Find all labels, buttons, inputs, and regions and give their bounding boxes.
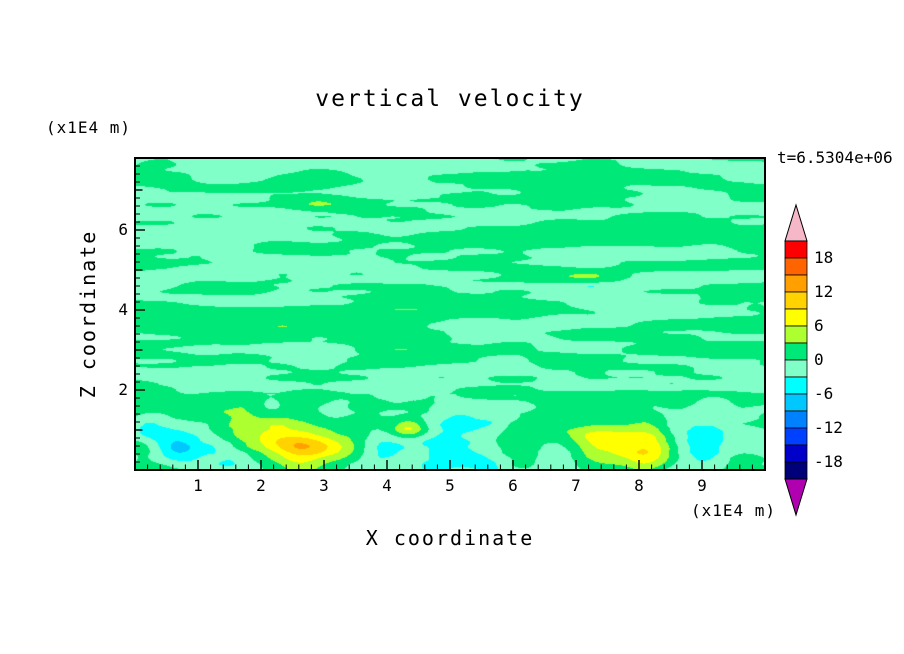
y-tick-label: 2 — [118, 380, 128, 399]
x-tick-label: 1 — [193, 476, 203, 495]
colorbar-tick-label: 6 — [814, 316, 824, 335]
colorbar-band — [784, 274, 808, 293]
colorbar-band — [784, 325, 808, 344]
x-tick-label: 2 — [256, 476, 266, 495]
x-tick-label: 3 — [319, 476, 329, 495]
colorbar-band — [784, 240, 808, 259]
colorbar-tick-label: -12 — [814, 418, 843, 437]
y-axis-title: Z coordinate — [76, 229, 100, 399]
colorbar-band — [784, 359, 808, 378]
colorbar-under-arrow — [784, 478, 808, 517]
colorbar-band — [784, 376, 808, 395]
colorbar-tick-label: 0 — [814, 350, 824, 369]
y-axis-units-label: (x1E4 m) — [46, 118, 132, 137]
x-axis-title: X coordinate — [365, 526, 535, 550]
colorbar-band — [784, 342, 808, 361]
colorbar — [784, 203, 808, 517]
x-tick-label: 9 — [697, 476, 707, 495]
timestamp-label: t=6.5304e+06 — [777, 148, 893, 167]
x-tick-label: 7 — [571, 476, 581, 495]
colorbar-tick-label: 12 — [814, 282, 834, 301]
colorbar-band — [784, 444, 808, 463]
plot-area — [135, 158, 765, 470]
colorbar-tick-label: 18 — [814, 248, 834, 267]
x-tick-label: 8 — [634, 476, 644, 495]
colorbar-over-arrow — [784, 203, 808, 242]
colorbar-tick-label: -18 — [814, 452, 843, 471]
x-tick-label: 5 — [445, 476, 455, 495]
x-axis-units-label: (x1E4 m) — [690, 501, 776, 520]
colorbar-band — [784, 308, 808, 327]
x-tick-label: 4 — [382, 476, 392, 495]
x-tick-label: 6 — [508, 476, 518, 495]
y-tick-label: 4 — [118, 300, 128, 319]
colorbar-band — [784, 291, 808, 310]
y-tick-label: 6 — [118, 220, 128, 239]
contour-field-canvas — [135, 158, 765, 470]
colorbar-band — [784, 257, 808, 276]
colorbar-tick-label: -6 — [814, 384, 834, 403]
chart-title: vertical velocity — [315, 86, 585, 112]
colorbar-band — [784, 410, 808, 429]
colorbar-band — [784, 427, 808, 446]
colorbar-band — [784, 393, 808, 412]
colorbar-band — [784, 461, 808, 480]
